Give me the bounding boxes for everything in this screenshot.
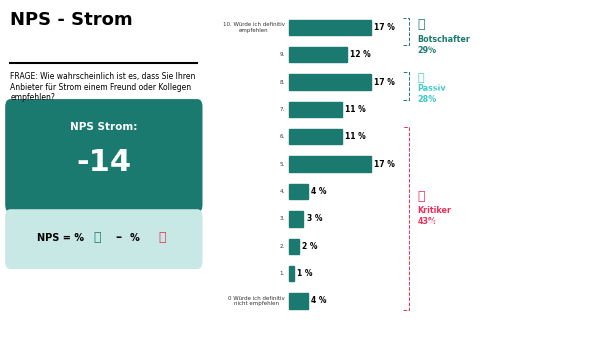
Text: 👍: 👍: [418, 73, 424, 83]
FancyBboxPatch shape: [5, 209, 202, 269]
Text: • Erleben Sie in geringem Maße, dass sich der Breitbandanbieter um sie kümmert (: • Erleben Sie in geringem Maße, dass sic…: [429, 135, 601, 145]
Text: 10. Würde ich definitiv
empfehlen: 10. Würde ich definitiv empfehlen: [223, 22, 285, 33]
Text: • Sie haben das Gefühl, dass sich der Breitbandanbieter sehr um sie kümmert (46%: • Sie haben das Gefühl, dass sich der Br…: [429, 299, 592, 310]
Bar: [289, 129, 342, 144]
Bar: [289, 102, 342, 117]
Text: 0 Würde ich definitiv
nicht empfehlen: 0 Würde ich definitiv nicht empfehlen: [228, 296, 285, 306]
Text: 17 %: 17 %: [374, 23, 395, 32]
Text: • Alter: 18-29 Jahre (58%): • Alter: 18-29 Jahre (58%): [429, 59, 491, 64]
Text: ⊞NOVUS: ⊞NOVUS: [494, 322, 547, 332]
Text: 28%: 28%: [418, 95, 437, 104]
Bar: [289, 211, 303, 226]
Bar: [289, 239, 299, 254]
Text: 1 %: 1 %: [297, 269, 312, 278]
Text: 👎: 👎: [158, 231, 166, 244]
Text: • Sie haben das Gefühl, dass sich der Mobilfunkanbieter sehr um sie kümmert (43%: • Sie haben das Gefühl, dass sich der Mo…: [429, 273, 591, 283]
Text: • Hat in geringem Maße das Gefühl, dass der Mobilfunkanbieter sich um sie kümmer: • Hat in geringem Maße das Gefühl, dass …: [429, 109, 601, 120]
Text: %: %: [130, 233, 140, 242]
Text: 👍: 👍: [94, 231, 101, 244]
Text: • Es gibt viele Erfahrungen, dass der Breitbandanbieter immer wieder Probleme ha: • Es gibt viele Erfahrungen, dass der Br…: [429, 186, 595, 197]
Text: 2 %: 2 %: [302, 242, 317, 251]
Text: 👍: 👍: [418, 18, 425, 31]
Text: NPS = %: NPS = %: [37, 233, 84, 242]
Text: • Erleben Sie in geringem Maße, dass sich der Stromversorger um sie kümmert (61%: • Erleben Sie in geringem Maße, dass sic…: [429, 160, 594, 171]
Text: 11 %: 11 %: [345, 132, 366, 141]
Text: Botschafter: Botschafter: [418, 35, 471, 44]
Text: Signifikante Abweichungen von der Gesamtsumme: Signifikante Abweichungen von der Gesamt…: [429, 9, 602, 15]
Text: © Novus 2024. All rights reserved.: © Novus 2024. All rights reserved.: [39, 322, 172, 331]
Text: • Bildungsniveau: Haupt- (Volks-) schulabschluss (40%): • Bildungsniveau: Haupt- (Volks-) schula…: [429, 235, 560, 240]
Text: 8.: 8.: [279, 80, 285, 84]
Text: 17 %: 17 %: [374, 78, 395, 86]
Bar: [289, 293, 308, 308]
Text: 4 %: 4 %: [311, 296, 327, 305]
Text: -14: -14: [76, 147, 131, 177]
Bar: [289, 20, 371, 35]
Text: • Hat das Gefühl, dass der Stromversorger sich sehr um sie kümmert (54%): • Hat das Gefühl, dass der Stromversorge…: [429, 324, 593, 335]
Text: 29%: 29%: [418, 46, 437, 55]
Text: 4 %: 4 %: [311, 187, 327, 196]
Text: –: –: [116, 231, 122, 244]
Text: NPS - Strom: NPS - Strom: [10, 11, 133, 29]
Text: 12 %: 12 %: [350, 50, 371, 59]
Bar: [289, 184, 308, 199]
Text: 7.: 7.: [279, 107, 285, 112]
Text: Kritiker: Kritiker: [418, 206, 452, 215]
Text: 1.: 1.: [279, 271, 285, 276]
Text: • Familienstand: Ledig (50%): • Familienstand: Ledig (50%): [429, 71, 498, 76]
Text: 5.: 5.: [279, 162, 285, 167]
Text: 3 %: 3 %: [306, 214, 322, 223]
Text: • Nehmen Sie in geringem Maße wahr, dass der Versicherer sich um sie kümmert (55: • Nehmen Sie in geringem Maße wahr, dass…: [429, 83, 600, 94]
Bar: [289, 74, 371, 90]
Text: novus.se: novus.se: [337, 322, 374, 331]
Text: 43%: 43%: [418, 217, 436, 226]
Text: 👎: 👎: [418, 191, 425, 203]
Text: Die folgenden Untergruppen antworten eher:: Die folgenden Untergruppen antworten ehe…: [429, 27, 553, 32]
Text: 6.: 6.: [279, 134, 285, 139]
Text: Netz : 0-6 (43%): Netz : 0-6 (43%): [429, 44, 486, 49]
Text: 9.: 9.: [279, 52, 285, 57]
Text: FRAGE: Wie wahrscheinlich ist es, dass Sie Ihren
Anbieter für Strom einem Freund: FRAGE: Wie wahrscheinlich ist es, dass S…: [10, 72, 196, 102]
Text: 3.: 3.: [279, 216, 285, 221]
Text: NPS Strom:: NPS Strom:: [70, 122, 137, 133]
Text: 2.: 2.: [279, 244, 285, 249]
Text: 17 %: 17 %: [374, 160, 395, 168]
Text: • Sie haben das Gefühl, dass der Versicherer sich sehr um sie kümmert (46%): • Sie haben das Gefühl, dass der Versich…: [429, 254, 598, 265]
Bar: [289, 157, 371, 172]
Text: 50: 50: [7, 322, 19, 331]
Bar: [289, 266, 294, 281]
Text: Netz : 9-10 (29%): Netz : 9-10 (29%): [429, 220, 490, 225]
Text: 11 %: 11 %: [345, 105, 366, 114]
Text: Passiv: Passiv: [418, 84, 446, 94]
Bar: [289, 47, 347, 62]
Text: 4.: 4.: [279, 189, 285, 194]
FancyBboxPatch shape: [5, 99, 202, 212]
